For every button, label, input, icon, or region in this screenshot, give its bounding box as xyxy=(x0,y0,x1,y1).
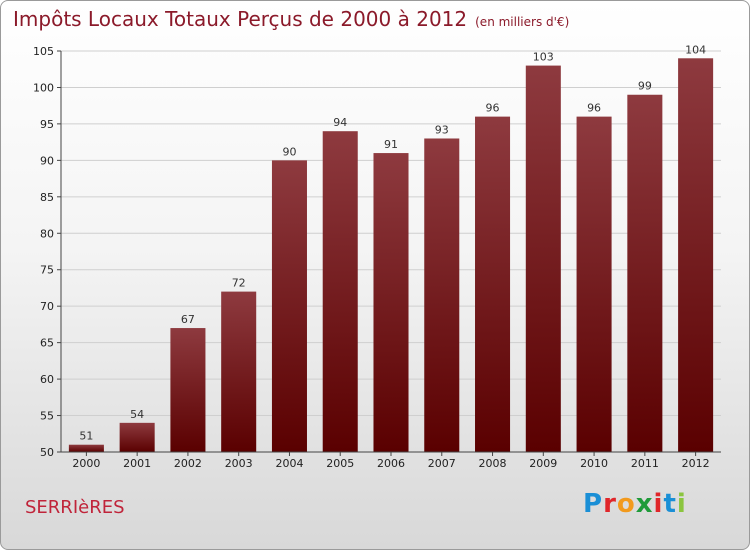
bar-2007 xyxy=(424,138,460,452)
bar-2011 xyxy=(627,94,663,452)
value-label: 91 xyxy=(384,138,398,151)
value-label: 104 xyxy=(685,43,706,56)
chart-title-text: Impôts Locaux Totaux Perçus de 2000 à 20… xyxy=(13,7,468,31)
x-tick-label: 2004 xyxy=(275,457,303,470)
y-tick-label: 80 xyxy=(40,227,54,240)
logo-letter: P xyxy=(583,489,604,519)
y-tick-label: 50 xyxy=(40,446,54,459)
bar-2010 xyxy=(576,116,612,453)
bar-2001 xyxy=(119,422,155,452)
x-tick-label: 2011 xyxy=(631,457,659,470)
value-label: 90 xyxy=(282,145,296,158)
y-tick-label: 70 xyxy=(40,300,54,313)
bar-2008 xyxy=(475,116,511,453)
y-tick-label: 65 xyxy=(40,337,54,350)
y-tick-label: 55 xyxy=(40,410,54,423)
bar-2000 xyxy=(68,444,104,452)
axes xyxy=(57,50,721,456)
bar-2003 xyxy=(221,291,257,452)
bar-2006 xyxy=(373,153,409,452)
x-tick-label: 2008 xyxy=(479,457,507,470)
value-label: 72 xyxy=(232,277,246,290)
x-tick-label: 2002 xyxy=(174,457,202,470)
bar-2002 xyxy=(170,328,206,452)
labels: 50 55 60 65 70 75 80 85 90 95 100 105 51 2000 54 2001 67… xyxy=(33,43,710,470)
value-label: 67 xyxy=(181,313,195,326)
x-tick-label: 2000 xyxy=(72,457,100,470)
y-tick-label: 95 xyxy=(40,118,54,131)
x-tick-label: 2003 xyxy=(225,457,253,470)
value-label: 93 xyxy=(435,123,449,136)
y-tick-label: 105 xyxy=(33,45,54,58)
bar-2005 xyxy=(322,131,358,452)
y-tick-label: 90 xyxy=(40,154,54,167)
x-tick-label: 2006 xyxy=(377,457,405,470)
value-label: 54 xyxy=(130,408,144,421)
bars xyxy=(68,58,714,453)
chart-title: Impôts Locaux Totaux Perçus de 2000 à 20… xyxy=(13,7,569,31)
proxiti-logo: Proxiti xyxy=(583,489,687,519)
x-tick-label: 2009 xyxy=(529,457,557,470)
bar-2009 xyxy=(525,65,561,452)
value-label: 94 xyxy=(333,116,347,129)
logo-letter: o xyxy=(616,489,636,519)
logo-letter: i xyxy=(676,489,687,519)
x-tick-label: 2012 xyxy=(682,457,710,470)
value-label: 51 xyxy=(79,430,93,443)
y-tick-label: 100 xyxy=(33,81,54,94)
x-tick-label: 2005 xyxy=(326,457,354,470)
x-tick-label: 2010 xyxy=(580,457,608,470)
y-tick-label: 60 xyxy=(40,373,54,386)
y-tick-label: 75 xyxy=(40,264,54,277)
logo-letter: i xyxy=(653,489,664,519)
value-label: 96 xyxy=(486,102,500,115)
value-label: 99 xyxy=(638,80,652,93)
bar-2012 xyxy=(678,58,714,453)
value-label: 103 xyxy=(533,51,554,64)
x-tick-label: 2007 xyxy=(428,457,456,470)
commune-name: SERRIèRES xyxy=(25,497,125,518)
bar-2004 xyxy=(271,160,307,452)
logo-letter: t xyxy=(663,489,677,519)
chart-unit-label: (en milliers d'€) xyxy=(475,15,570,29)
x-tick-label: 2001 xyxy=(123,457,151,470)
logo-letter: r xyxy=(603,489,617,519)
y-tick-label: 85 xyxy=(40,191,54,204)
logo-letter: x xyxy=(635,489,654,519)
value-label: 96 xyxy=(587,102,601,115)
